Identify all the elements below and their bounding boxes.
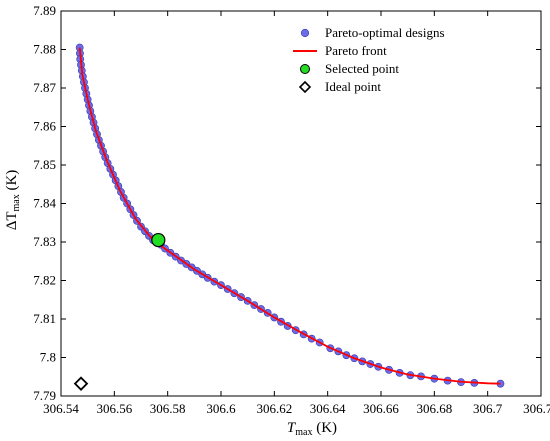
x-axis-label: Tmax (K)	[287, 420, 337, 438]
y-tick-label: 7.8	[40, 350, 56, 365]
x-tick-label: 306.72	[523, 401, 550, 416]
y-tick-label: 7.83	[33, 234, 56, 249]
x-tick-label: 306.6	[206, 401, 236, 416]
x-tick-label: 306.64	[310, 401, 346, 416]
pareto-front-line	[78, 47, 501, 385]
y-tick-label: 7.84	[33, 196, 56, 211]
legend-circle-swatch	[300, 28, 310, 38]
x-tick-label: 306.7	[473, 401, 503, 416]
legend-circle-swatch	[300, 64, 310, 74]
x-tick-label: 306.54	[43, 401, 79, 416]
y-tick-label: 7.88	[33, 42, 56, 57]
legend: Pareto-optimal designs Pareto front Select…	[293, 25, 445, 94]
y-tick-label: 7.85	[33, 157, 56, 172]
legend-label: Pareto front	[325, 43, 387, 58]
y-axis-label: ΔTmax (K)	[4, 170, 22, 231]
legend-label: Selected point	[325, 61, 399, 76]
y-tick-label: 7.82	[33, 273, 56, 288]
axes: 306.54 306.56 306.58 306.6 306.62 306.64 306.6…	[33, 3, 550, 416]
legend-diamond-swatch	[298, 80, 312, 94]
ideal-point-marker	[73, 376, 89, 391]
x-tick-label: 306.58	[150, 401, 186, 416]
y-tick-label: 7.86	[33, 119, 56, 134]
x-tick-label: 306.66	[363, 401, 399, 416]
y-tick-label: 7.89	[33, 3, 56, 18]
y-tick-label: 7.87	[33, 80, 56, 95]
legend-label: Pareto-optimal designs	[325, 25, 445, 40]
x-tick-label: 306.56	[96, 401, 132, 416]
x-tick-label: 306.62	[256, 401, 292, 416]
selected-point-marker	[151, 232, 166, 248]
y-tick-label: 7.79	[33, 388, 56, 403]
plot-area	[73, 43, 505, 391]
legend-label: Ideal point	[325, 79, 381, 94]
x-tick-label: 306.68	[416, 401, 452, 416]
y-tick-label: 7.81	[33, 311, 56, 326]
